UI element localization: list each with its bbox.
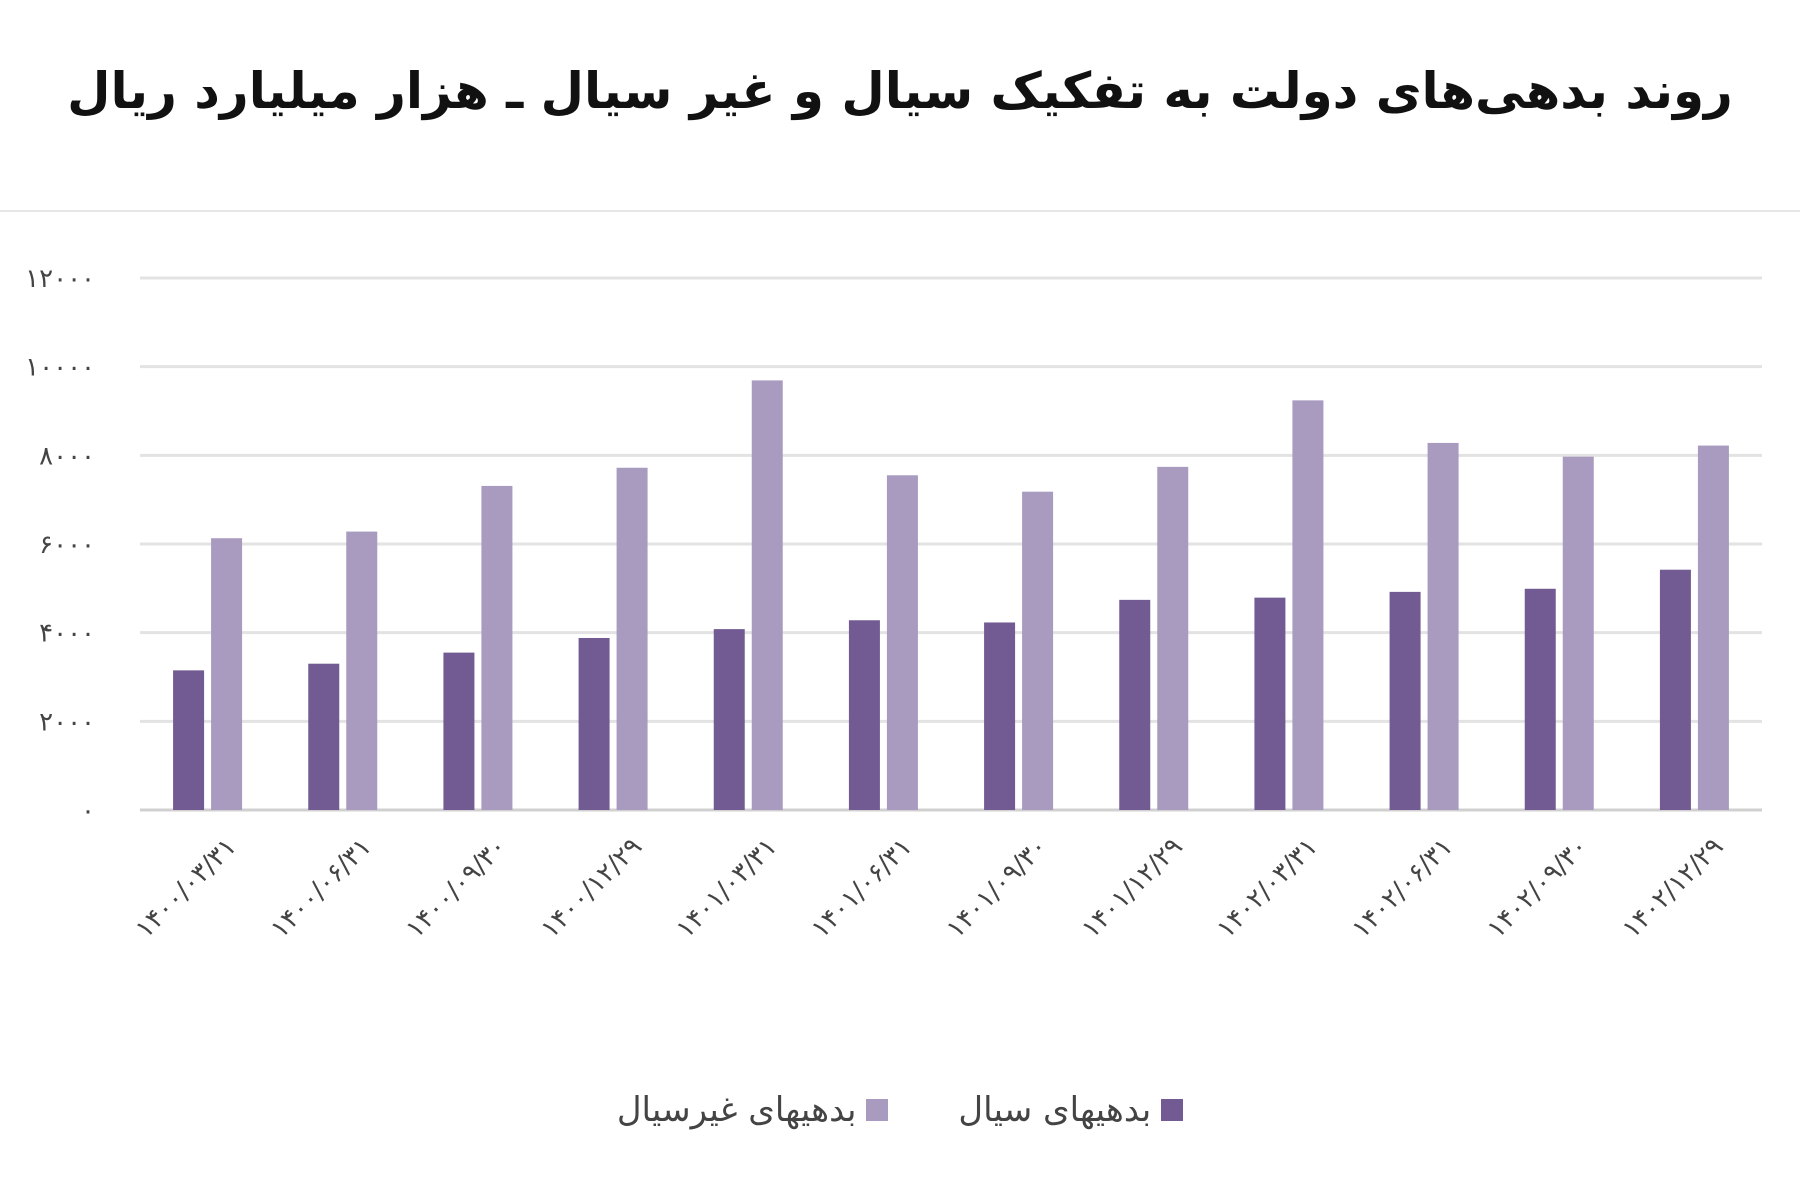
- legend-swatch-liquid-debt: [1161, 1099, 1184, 1121]
- x-tick-label: ۱۴۰۲/۰۹/۳۰: [1482, 832, 1595, 945]
- bar-non-liquid-debt: [1022, 491, 1054, 810]
- bar-non-liquid-debt: [1427, 442, 1459, 810]
- x-tick-label: ۱۴۰۱/۰۳/۳۱: [671, 832, 784, 945]
- x-tick-label: ۱۴۰۱/۰۶/۳۱: [806, 832, 919, 945]
- chart-title: روند بدهی‌های دولت به تفکیک سیال و غیر س…: [67, 62, 1733, 120]
- y-tick-label: ۰: [81, 796, 95, 826]
- x-tick-label: ۱۴۰۲/۱۲/۲۹: [1617, 832, 1730, 945]
- bar-liquid-debt: [173, 670, 205, 810]
- bar-liquid-debt: [848, 620, 880, 810]
- bar-liquid-debt: [1389, 591, 1421, 810]
- bar-liquid-debt: [1524, 588, 1556, 810]
- bar-non-liquid-debt: [616, 467, 648, 810]
- x-tick-label: ۱۴۰۰/۰۹/۳۰: [400, 832, 513, 945]
- bar-liquid-debt: [308, 663, 340, 810]
- x-tick-label: ۱۴۰۰/۱۲/۲۹: [535, 832, 648, 945]
- y-tick-label: ۱۰۰۰۰: [25, 353, 95, 383]
- y-tick-label: ۸۰۰۰: [39, 441, 95, 471]
- bar-liquid-debt: [578, 637, 610, 810]
- x-tick-label: ۱۴۰۲/۰۶/۳۱: [1346, 832, 1459, 945]
- bar-non-liquid-debt: [1697, 445, 1729, 810]
- legend-label-non-liquid-debt: بدهیهای غیرسیال: [616, 1090, 857, 1130]
- bar-non-liquid-debt: [481, 485, 513, 810]
- x-tick-label: ۱۴۰۰/۰۶/۳۱: [265, 832, 378, 945]
- bar-liquid-debt: [443, 652, 475, 810]
- x-tick-label: ۱۴۰۰/۰۳/۳۱: [130, 832, 243, 945]
- x-tick-label: ۱۴۰۲/۰۳/۳۱: [1211, 832, 1324, 945]
- y-tick-label: ۱۲۰۰۰: [25, 264, 95, 294]
- bar-non-liquid-debt: [346, 531, 378, 810]
- legend-item-liquid-debt[interactable]: بدهیهای سیال: [958, 1090, 1184, 1130]
- bar-non-liquid-debt: [1562, 456, 1594, 810]
- legend-swatch-non-liquid-debt: [866, 1099, 889, 1121]
- bar-liquid-debt: [1119, 599, 1151, 810]
- bar-liquid-debt: [1254, 597, 1286, 810]
- bar-non-liquid-debt: [886, 475, 918, 810]
- x-tick-label: ۱۴۰۱/۱۲/۲۹: [1076, 832, 1189, 945]
- bar-non-liquid-debt: [1292, 400, 1324, 810]
- bar-non-liquid-debt: [211, 538, 243, 810]
- legend-label-liquid-debt: بدهیهای سیال: [958, 1090, 1152, 1130]
- bar-liquid-debt: [984, 622, 1016, 810]
- y-tick-label: ۴۰۰۰: [39, 619, 95, 649]
- y-tick-label: ۲۰۰۰: [39, 707, 95, 737]
- y-tick-label: ۶۰۰۰: [39, 530, 95, 560]
- bar-non-liquid-debt: [1157, 466, 1189, 810]
- bar-non-liquid-debt: [751, 380, 783, 810]
- chart-legend: بدهیهای سیال بدهیهای غیرسیال: [0, 1090, 1800, 1130]
- x-tick-label: ۱۴۰۱/۰۹/۳۰: [941, 832, 1054, 945]
- bar-liquid-debt: [1659, 569, 1691, 810]
- legend-item-non-liquid-debt[interactable]: بدهیهای غیرسیال: [617, 1090, 889, 1130]
- bar-liquid-debt: [713, 629, 745, 810]
- title-divider: [0, 210, 1800, 212]
